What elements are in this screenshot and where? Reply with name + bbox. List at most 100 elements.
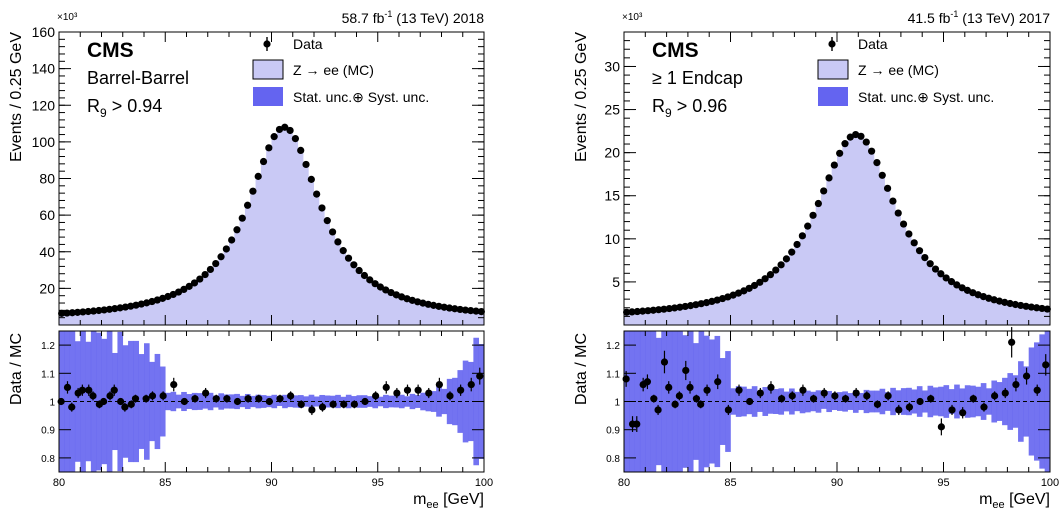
data-point [692, 301, 700, 309]
ratio-point [425, 389, 433, 397]
ratio-point [244, 395, 252, 403]
legend-mc-swatch [252, 59, 284, 80]
data-point [174, 288, 183, 296]
data-point [899, 220, 908, 228]
ratio-unc-band-bin [906, 387, 912, 416]
y-tick-label: 15 [604, 188, 620, 204]
ratio-point [414, 386, 422, 394]
data-point [344, 254, 353, 262]
data-point [639, 307, 647, 315]
data-point [360, 271, 369, 280]
ratio-unc-band-bin [207, 392, 214, 411]
legend-data-label: Data [858, 36, 888, 52]
ratio-unc-band-bin [1018, 361, 1024, 442]
ratio-point [756, 389, 764, 397]
ratio-point [927, 395, 935, 403]
ratio-point [959, 409, 967, 417]
ratio-unc-band-bin [773, 389, 779, 414]
data-point [461, 306, 470, 314]
ratio-point [788, 392, 796, 400]
legend-mc-label: Z → ee (MC) [293, 62, 374, 78]
data-point [660, 305, 668, 313]
ratio-point [106, 392, 114, 400]
ratio-unc-band-bin [356, 395, 363, 408]
ratio-point [1008, 338, 1016, 346]
ratio-unc-band-bin [639, 331, 646, 472]
ratio-y-tick-label: 0.9 [41, 426, 55, 437]
data-point [371, 280, 379, 288]
data-point [206, 265, 215, 274]
ratio-point [905, 403, 914, 411]
ratio-point [1022, 372, 1031, 380]
x-tick-label: 90 [831, 477, 843, 489]
ratio-unc-band-bin [377, 396, 384, 407]
ratio-unc-band-bin [682, 335, 689, 468]
data-point [1027, 303, 1035, 311]
ratio-point [799, 386, 807, 394]
data-point [1017, 301, 1025, 310]
data-point [79, 308, 87, 316]
data-point [745, 284, 753, 292]
data-point [862, 138, 870, 146]
data-point [873, 159, 881, 167]
legend-unc-swatch [818, 87, 848, 106]
ratio-unc-band-bin [335, 394, 341, 409]
data-point [366, 276, 374, 284]
y-tick-label: 40 [39, 244, 55, 260]
ratio-point [767, 383, 775, 391]
chart-panel-2: 5 10 15 20 25 30 ×10³ Events / 0.25 GeV 41.5 fb-… [573, 9, 1059, 511]
data-point [809, 211, 817, 219]
data-point [339, 247, 347, 255]
ratio-point [265, 397, 273, 406]
ratio-unc-band-bin [112, 352, 118, 451]
data-point [201, 270, 209, 279]
ratio-unc-band-bin [165, 392, 171, 411]
data-point [440, 303, 448, 311]
ratio-point [142, 395, 150, 403]
data-point [644, 307, 652, 315]
data-point [788, 248, 796, 256]
data-point [212, 259, 220, 268]
data-point [105, 305, 114, 313]
ratio-unc-band-bin [751, 386, 758, 417]
data-point [942, 274, 950, 282]
data-point [623, 308, 631, 316]
data-point [222, 245, 230, 253]
data-point [841, 140, 849, 148]
data-point [953, 281, 961, 289]
ratio-point [131, 395, 140, 403]
data-point [121, 303, 130, 311]
data-point [681, 302, 689, 311]
data-point [1038, 304, 1046, 313]
data-point [185, 282, 193, 290]
data-point [68, 309, 76, 317]
ratio-point [633, 420, 641, 428]
data-point [655, 306, 663, 314]
data-point [445, 304, 454, 312]
ratio-point [660, 358, 669, 366]
legend-mc-swatch [817, 59, 849, 80]
ratio-point [778, 395, 786, 403]
ratio-point [650, 395, 658, 403]
ratio-unc-band-bin [767, 389, 774, 414]
ratio-point [686, 383, 694, 391]
y-tick-label: 120 [32, 97, 56, 113]
ratio-unc-band-bin [202, 394, 209, 409]
r9-cut-label: R9 > 0.96 [652, 96, 727, 120]
ratio-y-tick-label: 1.2 [606, 341, 620, 352]
data-point [451, 305, 459, 313]
ratio-point [682, 366, 690, 375]
ratio-unc-band-bin [996, 382, 1003, 421]
ratio-point [372, 392, 380, 400]
ratio-point [654, 406, 662, 414]
data-point [649, 306, 657, 314]
data-point [238, 214, 246, 222]
ratio-axis-label: Data / MC [8, 333, 25, 405]
ratio-y-tick-label: 1 [49, 398, 55, 409]
ratio-point [1033, 386, 1041, 394]
ratio-unc-band-bin [837, 392, 843, 411]
data-point [323, 217, 331, 225]
ratio-y-tick-label: 0.9 [606, 426, 620, 437]
chart-panel-1: 20 40 60 80 100 120 140 160×10³ Events / 0.25 Ge… [8, 9, 493, 511]
ratio-y-tick-label: 0.8 [41, 454, 55, 465]
